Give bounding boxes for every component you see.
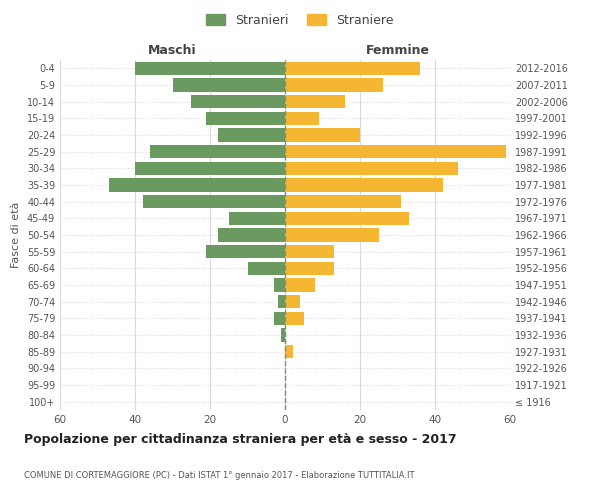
Text: Maschi: Maschi	[148, 44, 197, 57]
Bar	[285, 95, 345, 108]
Legend: Stranieri, Straniere: Stranieri, Straniere	[202, 8, 398, 32]
Bar	[285, 312, 304, 325]
Bar	[173, 78, 285, 92]
Bar	[218, 128, 285, 141]
Bar	[285, 62, 420, 75]
Bar	[191, 95, 285, 108]
Bar	[285, 145, 506, 158]
Text: COMUNE DI CORTEMAGGIORE (PC) - Dati ISTAT 1° gennaio 2017 - Elaborazione TUTTITA: COMUNE DI CORTEMAGGIORE (PC) - Dati ISTA…	[24, 470, 415, 480]
Bar	[285, 162, 458, 175]
Bar	[274, 312, 285, 325]
Bar	[135, 162, 285, 175]
Bar	[135, 62, 285, 75]
Bar	[285, 345, 293, 358]
Text: Femmine: Femmine	[365, 44, 430, 57]
Bar	[285, 278, 315, 291]
Bar	[285, 212, 409, 225]
Bar	[285, 228, 379, 241]
Bar	[285, 262, 334, 275]
Bar	[285, 178, 443, 192]
Bar	[206, 112, 285, 125]
Bar	[248, 262, 285, 275]
Bar	[285, 128, 360, 141]
Bar	[218, 228, 285, 241]
Bar	[285, 295, 300, 308]
Bar	[285, 245, 334, 258]
Bar	[285, 78, 383, 92]
Bar	[274, 278, 285, 291]
Bar	[206, 245, 285, 258]
Bar	[143, 195, 285, 208]
Bar	[109, 178, 285, 192]
Bar	[229, 212, 285, 225]
Bar	[150, 145, 285, 158]
Y-axis label: Fasce di età: Fasce di età	[11, 202, 21, 268]
Bar	[285, 112, 319, 125]
Bar	[285, 195, 401, 208]
Text: Popolazione per cittadinanza straniera per età e sesso - 2017: Popolazione per cittadinanza straniera p…	[24, 432, 457, 446]
Bar	[281, 328, 285, 342]
Bar	[277, 295, 285, 308]
